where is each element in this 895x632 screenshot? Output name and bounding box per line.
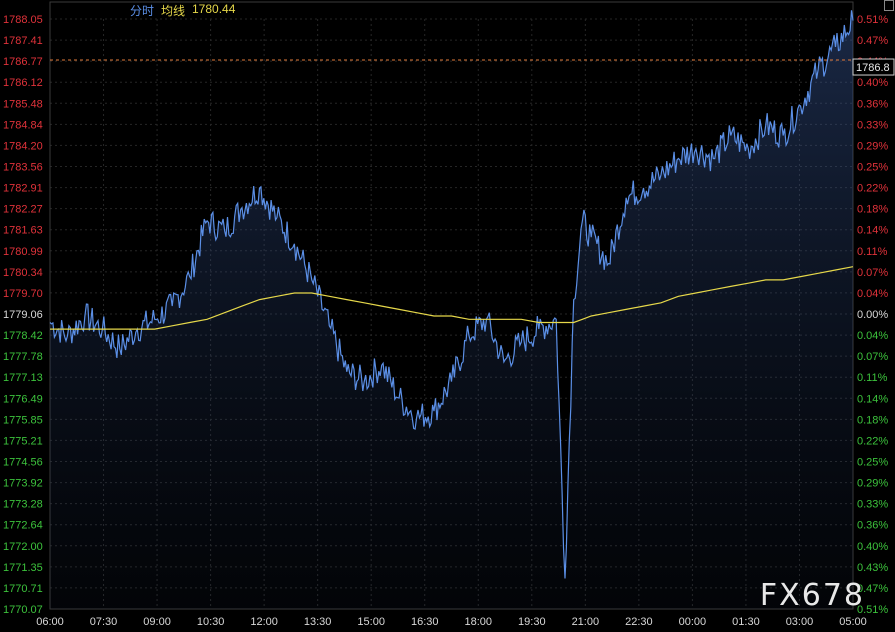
pct-tick-label: 0.14%: [857, 393, 888, 405]
x-tick-label: 05:00: [839, 616, 867, 628]
y-tick-label: 1784.20: [3, 140, 43, 152]
x-tick-label: 13:30: [304, 616, 332, 628]
pct-tick-label: 0.47%: [857, 35, 888, 47]
pct-tick-label: 0.22%: [857, 435, 888, 447]
pct-tick-label: 0.25%: [857, 162, 888, 174]
y-tick-label: 1783.56: [3, 162, 43, 174]
pct-axis-labels: 0.51%0.47%0.44%0.40%0.36%0.33%0.29%0.25%…: [857, 14, 888, 616]
y-tick-label: 1775.21: [3, 435, 43, 447]
y-tick-label: 1779.70: [3, 288, 43, 300]
x-tick-label: 21:00: [572, 616, 600, 628]
watermark-logo: FX678: [759, 578, 865, 613]
y-tick-label: 1777.13: [3, 372, 43, 384]
current-price-tag: 1786.8: [852, 58, 895, 76]
x-tick-label: 00:00: [679, 616, 707, 628]
pct-tick-label: 0.47%: [857, 583, 888, 595]
pct-tick-label: 0.36%: [857, 520, 888, 532]
x-tick-label: 10:30: [197, 616, 225, 628]
header-title: 现货黄金 XAU: [52, 4, 129, 18]
pct-tick-label: 0.40%: [857, 77, 888, 89]
pct-tick-label: 0.43%: [857, 562, 888, 574]
x-tick-label: 15:00: [357, 616, 385, 628]
pct-tick-label: 0.33%: [857, 499, 888, 511]
x-tick-label: 03:00: [786, 616, 814, 628]
pct-tick-label: 0.11%: [857, 372, 888, 384]
tab-minute[interactable]: 分时: [130, 4, 155, 18]
pct-tick-label: 0.07%: [857, 351, 888, 363]
avg-label: 均线: [161, 4, 186, 18]
x-tick-label: 16:30: [411, 616, 439, 628]
x-tick-label: 22:30: [625, 616, 653, 628]
x-tick-label: 19:30: [518, 616, 546, 628]
pct-tick-label: 0.36%: [857, 98, 888, 110]
x-tick-label: 09:00: [143, 616, 171, 628]
y-tick-label: 1782.91: [3, 183, 43, 195]
average-line: [50, 266, 854, 330]
y-tick-label: 1772.64: [3, 520, 43, 532]
pct-tick-label: 0.22%: [857, 183, 888, 195]
y-tick-label: 1781.63: [3, 225, 43, 237]
y-tick-label: 1780.34: [3, 267, 43, 279]
pct-tick-label: 0.51%: [857, 14, 888, 26]
pct-tick-label: 0.04%: [857, 288, 888, 300]
svg-text:1786.8: 1786.8: [856, 62, 890, 74]
pct-tick-label: 0.04%: [857, 330, 888, 342]
x-tick-label: 12:00: [250, 616, 278, 628]
pct-tick-label: 0.29%: [857, 140, 888, 152]
avg-value: 1780.44: [192, 2, 236, 16]
y-tick-label: 1782.27: [3, 204, 43, 216]
pct-tick-label: 0.18%: [857, 204, 888, 216]
y-axis-labels: 1788.05 1787.41 1786.77 1786.12 1785.48 1784.…: [3, 14, 43, 616]
y-tick-label: 1784.84: [3, 119, 43, 131]
y-tick-label: 1773.92: [3, 478, 43, 490]
pct-tick-label: 0.18%: [857, 414, 888, 426]
pct-tick-label: 0.29%: [857, 478, 888, 490]
pct-tick-label: 0.25%: [857, 457, 888, 469]
y-tick-label: 1776.49: [3, 393, 43, 405]
y-tick-label: 1771.35: [3, 562, 43, 574]
x-tick-label: 06:00: [36, 616, 64, 628]
price-area-fill: [50, 10, 853, 610]
y-tick-label: 1772.00: [3, 541, 43, 553]
y-tick-label: 1780.99: [3, 246, 43, 258]
pct-tick-label: 0.40%: [857, 541, 888, 553]
y-tick-label: 1770.07: [3, 604, 43, 616]
y-tick-label: 1770.71: [3, 583, 43, 595]
y-tick-label: 1779.06: [3, 309, 43, 321]
y-tick-label: 1778.42: [3, 330, 43, 342]
y-tick-label: 1773.28: [3, 499, 43, 511]
x-tick-label: 01:30: [732, 616, 760, 628]
pct-tick-label: 0.33%: [857, 119, 888, 131]
pct-tick-label: 0.14%: [857, 225, 888, 237]
y-tick-label: 1788.05: [3, 14, 43, 26]
pct-tick-label: 0.11%: [857, 246, 888, 258]
y-tick-label: 1787.41: [3, 35, 43, 47]
x-tick-label: 18:00: [465, 616, 493, 628]
price-line: [49, 10, 854, 579]
pct-tick-label: 0.00%: [857, 309, 888, 321]
y-tick-label: 1786.12: [3, 77, 43, 89]
pct-tick-label: 0.07%: [857, 267, 888, 279]
pct-tick-label: 0.51%: [857, 604, 888, 616]
y-tick-label: 1775.85: [3, 414, 43, 426]
y-tick-label: 1774.56: [3, 457, 43, 469]
y-tick-label: 1785.48: [3, 98, 43, 110]
y-tick-label: 1777.78: [3, 351, 43, 363]
x-tick-label: 07:30: [90, 616, 118, 628]
corner-toggle-button[interactable]: [884, 0, 894, 11]
y-tick-label: 1786.77: [3, 56, 43, 68]
x-axis-labels: 06:00 07:30 09:00 10:30 12:00 13:30 15:00 16:30…: [36, 616, 867, 628]
